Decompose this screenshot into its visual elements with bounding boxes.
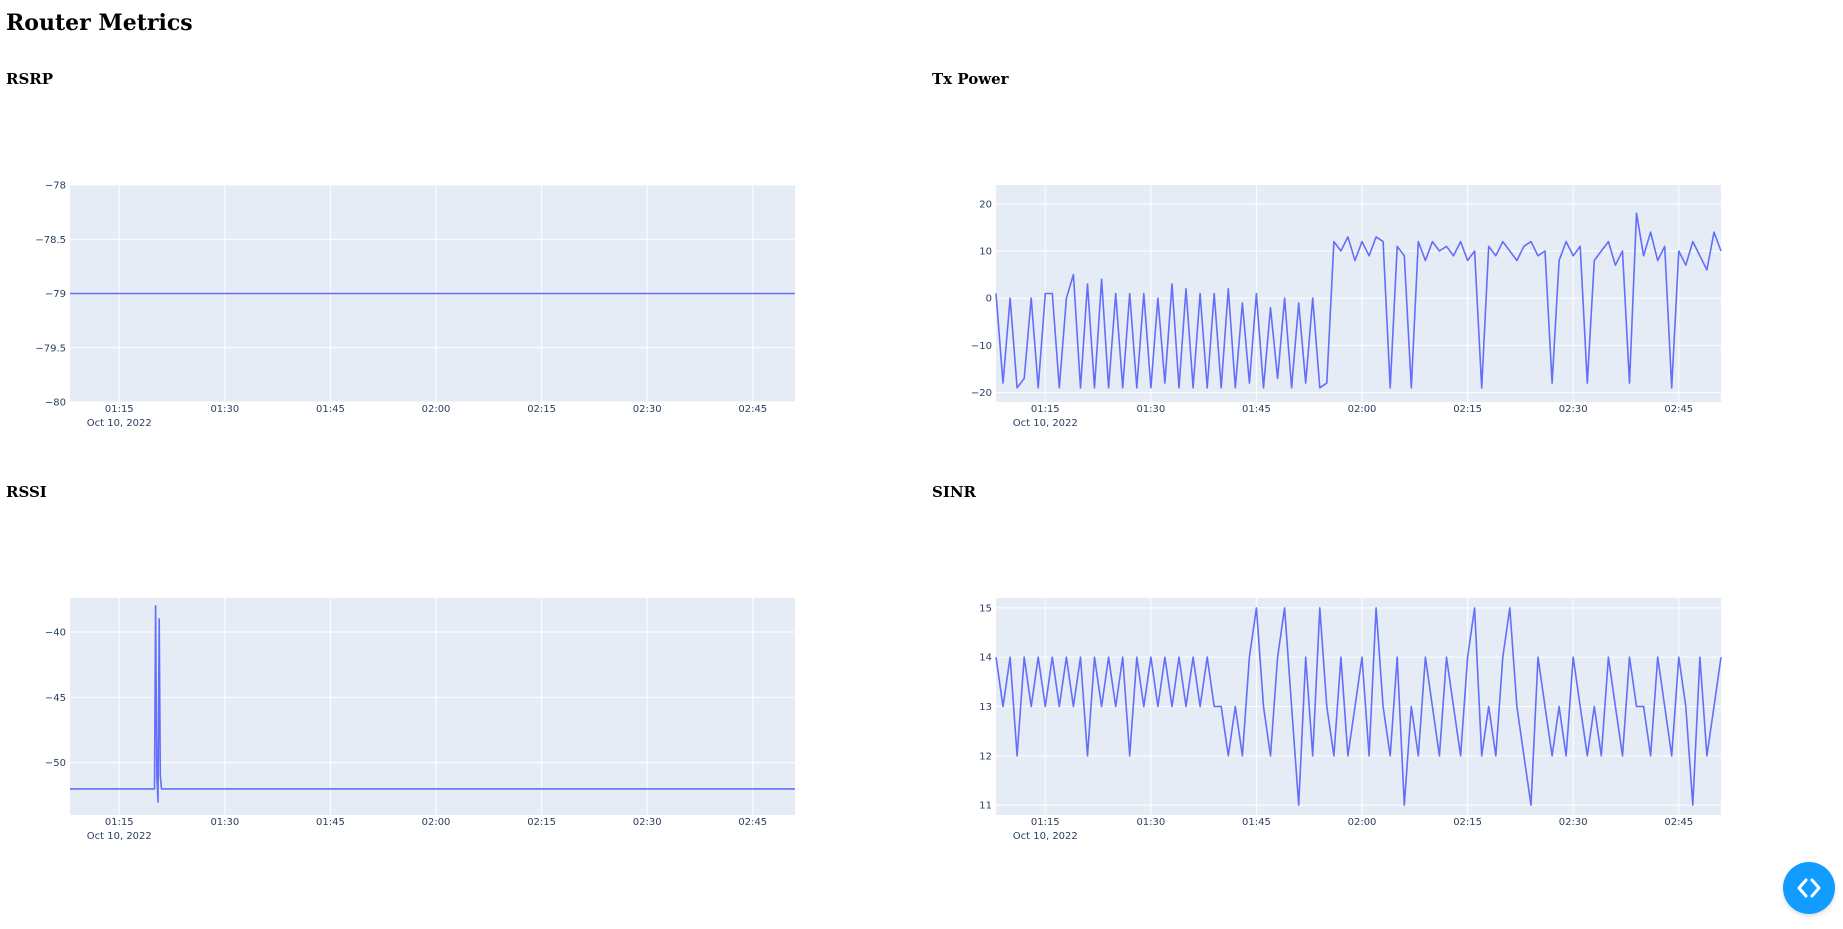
chart-title-rssi: RSSI — [6, 483, 47, 501]
x-tick-label: 01:45 — [316, 404, 345, 415]
x-date-label: Oct 10, 2022 — [1013, 418, 1078, 429]
x-tick-label: 02:45 — [738, 404, 767, 415]
x-tick-label: 02:45 — [738, 817, 767, 828]
x-tick-label: 01:45 — [1242, 817, 1271, 828]
y-tick-label: 14 — [979, 653, 992, 664]
y-tick-label: −10 — [971, 341, 992, 352]
series-line-sinr — [995, 607, 1722, 806]
x-date-label: Oct 10, 2022 — [1013, 831, 1078, 842]
x-tick-label: 02:30 — [1559, 404, 1588, 415]
y-tick-label: 13 — [979, 702, 992, 713]
page-title: Router Metrics — [6, 10, 193, 36]
x-date-label: Oct 10, 2022 — [87, 418, 152, 429]
y-tick-label: −78 — [45, 181, 66, 192]
y-tick-label: −79 — [45, 289, 66, 300]
x-tick-label: 01:45 — [316, 817, 345, 828]
y-tick-label: −20 — [971, 388, 992, 399]
y-tick-label: −45 — [45, 693, 66, 704]
chart-tx-power[interactable]: 01:15 Oct 10, 2022 01:30 01:45 02:00 02:15 02:… — [926, 160, 1806, 440]
chart-sinr[interactable]: 01:15 Oct 10, 2022 01:30 01:45 02:00 02:15 02:… — [926, 573, 1806, 853]
chart-title-tx-power: Tx Power — [932, 70, 1009, 88]
x-tick-label: 01:45 — [1242, 404, 1271, 415]
x-tick-label: 02:30 — [1559, 817, 1588, 828]
x-tick-label: 02:30 — [633, 404, 662, 415]
y-tick-label: 11 — [979, 801, 992, 812]
x-tick-label: 02:00 — [422, 817, 451, 828]
x-tick-label: 02:00 — [1348, 404, 1377, 415]
x-tick-label: 01:30 — [210, 817, 239, 828]
x-tick-label: 01:30 — [210, 404, 239, 415]
chart-rssi[interactable]: 01:15 Oct 10, 2022 01:30 01:45 02:00 02:15 02:… — [0, 573, 880, 853]
y-tick-label: 0 — [986, 294, 992, 305]
dev-tools-toggle-button[interactable] — [1783, 862, 1835, 914]
plot-background — [70, 598, 795, 815]
x-tick-label: 02:00 — [422, 404, 451, 415]
y-tick-label: 15 — [979, 603, 992, 614]
code-brackets-icon — [1797, 878, 1821, 898]
x-tick-label: 01:15 — [1031, 404, 1060, 415]
x-tick-label: 01:30 — [1136, 404, 1165, 415]
series-line-rssi — [70, 604, 795, 803]
x-tick-label: 02:45 — [1664, 817, 1693, 828]
x-tick-label: 02:15 — [527, 404, 556, 415]
y-tick-label: −40 — [45, 627, 66, 638]
x-tick-label: 02:15 — [527, 817, 556, 828]
chart-rsrp[interactable]: 01:15 Oct 10, 2022 01:30 01:45 02:00 02:15 02:… — [0, 160, 880, 440]
x-tick-label: 02:00 — [1348, 817, 1377, 828]
x-tick-label: 02:45 — [1664, 404, 1693, 415]
y-tick-label: −50 — [45, 758, 66, 769]
y-tick-label: 20 — [979, 199, 992, 210]
x-tick-label: 02:15 — [1453, 404, 1482, 415]
y-tick-label: −78.5 — [35, 235, 66, 246]
x-tick-label: 01:30 — [1136, 817, 1165, 828]
chart-title-sinr: SINR — [932, 483, 977, 501]
x-tick-label: 02:15 — [1453, 817, 1482, 828]
x-tick-label: 01:15 — [1031, 817, 1060, 828]
y-tick-label: −79.5 — [35, 343, 66, 354]
chart-title-rsrp: RSRP — [6, 70, 54, 88]
y-tick-label: 12 — [979, 751, 992, 762]
x-date-label: Oct 10, 2022 — [87, 831, 152, 842]
y-tick-label: 10 — [979, 247, 992, 258]
x-tick-label: 01:15 — [105, 404, 134, 415]
x-tick-label: 01:15 — [105, 817, 134, 828]
series-line-txpower — [995, 212, 1722, 389]
y-tick-label: −80 — [45, 398, 66, 409]
plot-background — [996, 185, 1721, 402]
x-tick-label: 02:30 — [633, 817, 662, 828]
